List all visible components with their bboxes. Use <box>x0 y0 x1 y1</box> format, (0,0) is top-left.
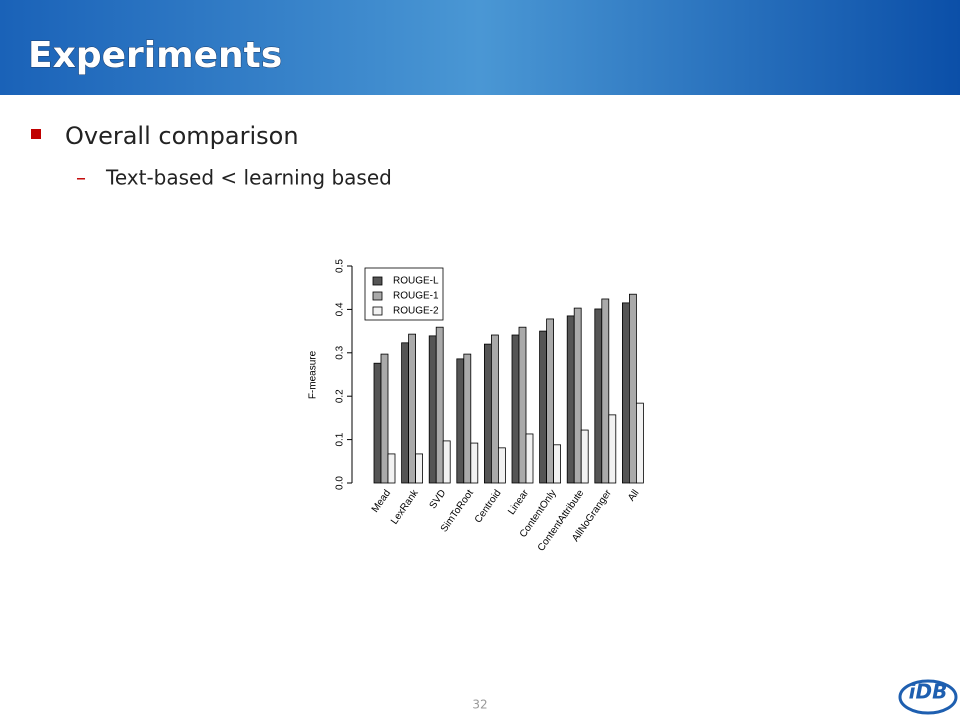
bar <box>380 353 389 484</box>
sub-marker: – <box>76 166 86 190</box>
x-tick-label: LexRank <box>389 487 421 526</box>
y-tick-label: 0.5 <box>335 259 346 273</box>
bar <box>483 343 492 484</box>
legend-swatch <box>372 276 383 286</box>
bar <box>622 302 630 484</box>
bar <box>546 318 554 484</box>
bar <box>415 453 424 484</box>
legend-swatch <box>372 306 383 316</box>
bar <box>428 335 437 484</box>
bar <box>601 298 610 484</box>
y-tick-label: 0.1 <box>335 432 346 446</box>
bar <box>435 326 444 484</box>
y-tick-label: 0.0 <box>335 476 346 490</box>
bar <box>629 293 637 484</box>
bar <box>573 307 582 484</box>
legend-label: ROUGE-2 <box>393 306 439 317</box>
bar <box>373 362 382 484</box>
y-tick-label: 0.2 <box>335 389 346 403</box>
x-tick-label: Centroid <box>473 488 504 525</box>
sub-bullet: Text-based < learning based <box>105 166 392 190</box>
bar <box>580 429 589 484</box>
bar <box>594 308 603 484</box>
bar <box>608 414 617 484</box>
legend-swatch <box>372 291 383 301</box>
page-number: 32 <box>472 698 487 712</box>
x-tick-label: Mead <box>370 488 393 515</box>
legend-label: ROUGE-1 <box>393 291 439 302</box>
bar <box>497 447 506 484</box>
bar <box>463 353 472 484</box>
bullet: Overall comparison <box>65 122 299 150</box>
x-tick-label: All <box>626 488 641 503</box>
legend-label: ROUGE-L <box>393 276 439 287</box>
bar <box>442 440 451 484</box>
bullet-marker <box>31 129 41 139</box>
bar <box>511 334 520 484</box>
bar <box>553 444 561 484</box>
x-tick-label: Linear <box>506 487 531 517</box>
bar <box>387 453 396 484</box>
bar <box>566 315 575 484</box>
bar <box>539 330 547 484</box>
logo-ring <box>898 679 958 715</box>
bar <box>518 326 527 484</box>
bar <box>525 433 534 484</box>
y-axis-label: F-measure <box>308 350 319 399</box>
bar <box>456 358 465 484</box>
y-tick-label: 0.4 <box>335 302 346 316</box>
y-tick-label: 0.3 <box>335 345 346 359</box>
title-bar <box>0 0 960 95</box>
bar <box>401 342 410 484</box>
x-tick-label: SVD <box>428 488 449 511</box>
logo: iDB <box>909 680 948 704</box>
bar <box>490 334 499 484</box>
slide-title: Experiments <box>28 35 282 76</box>
bar <box>470 442 479 484</box>
bar <box>636 402 644 484</box>
bar <box>408 333 417 484</box>
